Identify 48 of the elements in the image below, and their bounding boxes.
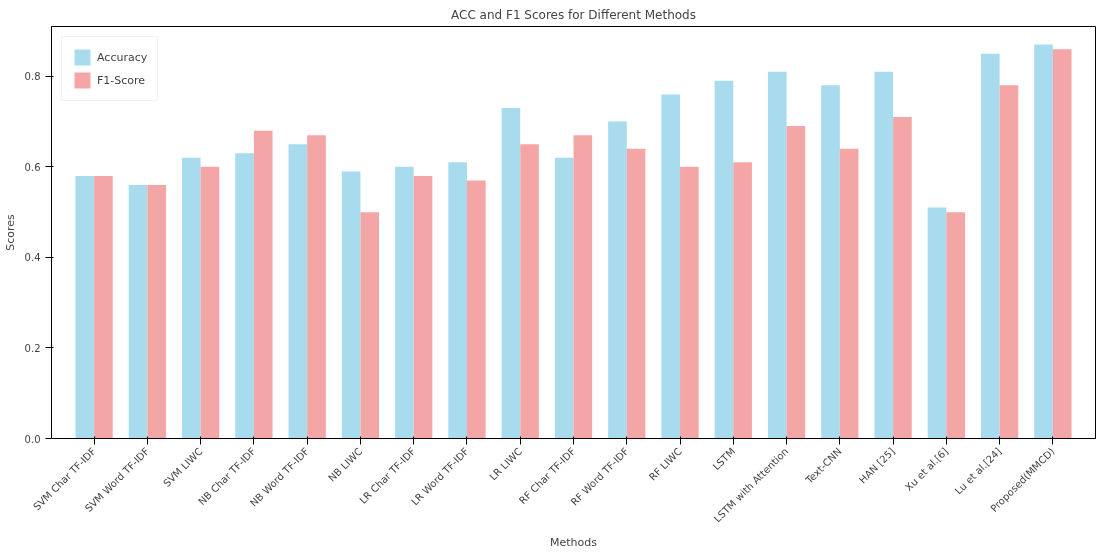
bar [573,135,593,439]
legend-label: Accuracy [97,50,148,64]
bar [680,166,699,439]
x-axis-title: Methods [550,536,598,550]
bar [733,162,752,439]
bar [927,207,947,439]
bar [200,166,220,439]
bar [395,166,414,439]
bar [946,212,965,439]
bar [307,135,326,439]
bar [1034,44,1053,439]
bar [341,171,361,439]
bar [767,71,787,439]
bar [147,184,167,439]
bar [1052,49,1072,439]
bar [448,162,467,439]
bar [253,130,273,439]
bar [626,148,646,439]
y-tick-label: 0.2 [24,342,41,354]
bar [182,157,201,439]
bar [839,148,859,439]
bar [520,144,539,439]
chart-title: ACC and F1 Scores for Different Methods [451,7,696,22]
bar [714,80,734,439]
bar [786,126,806,439]
bar [821,85,840,439]
y-tick-label: 0.0 [24,433,41,445]
bar [874,71,894,439]
y-tick-label: 0.6 [24,161,41,173]
bar [360,212,380,439]
bar [554,157,574,439]
bar [893,117,912,439]
bar [75,175,95,439]
bar [466,180,486,439]
bar [501,107,521,439]
bar [94,175,113,439]
bar [661,94,681,439]
bar [999,85,1019,439]
y-tick-label: 0.4 [24,252,41,264]
bar [288,144,308,439]
legend-label: F1-Score [97,73,146,87]
bar [128,184,148,439]
bar [980,53,1000,439]
y-axis-title: Scores [3,213,17,251]
bar [235,153,254,439]
y-tick-label: 0.8 [24,71,41,83]
bar [608,121,627,439]
bar [413,175,433,439]
